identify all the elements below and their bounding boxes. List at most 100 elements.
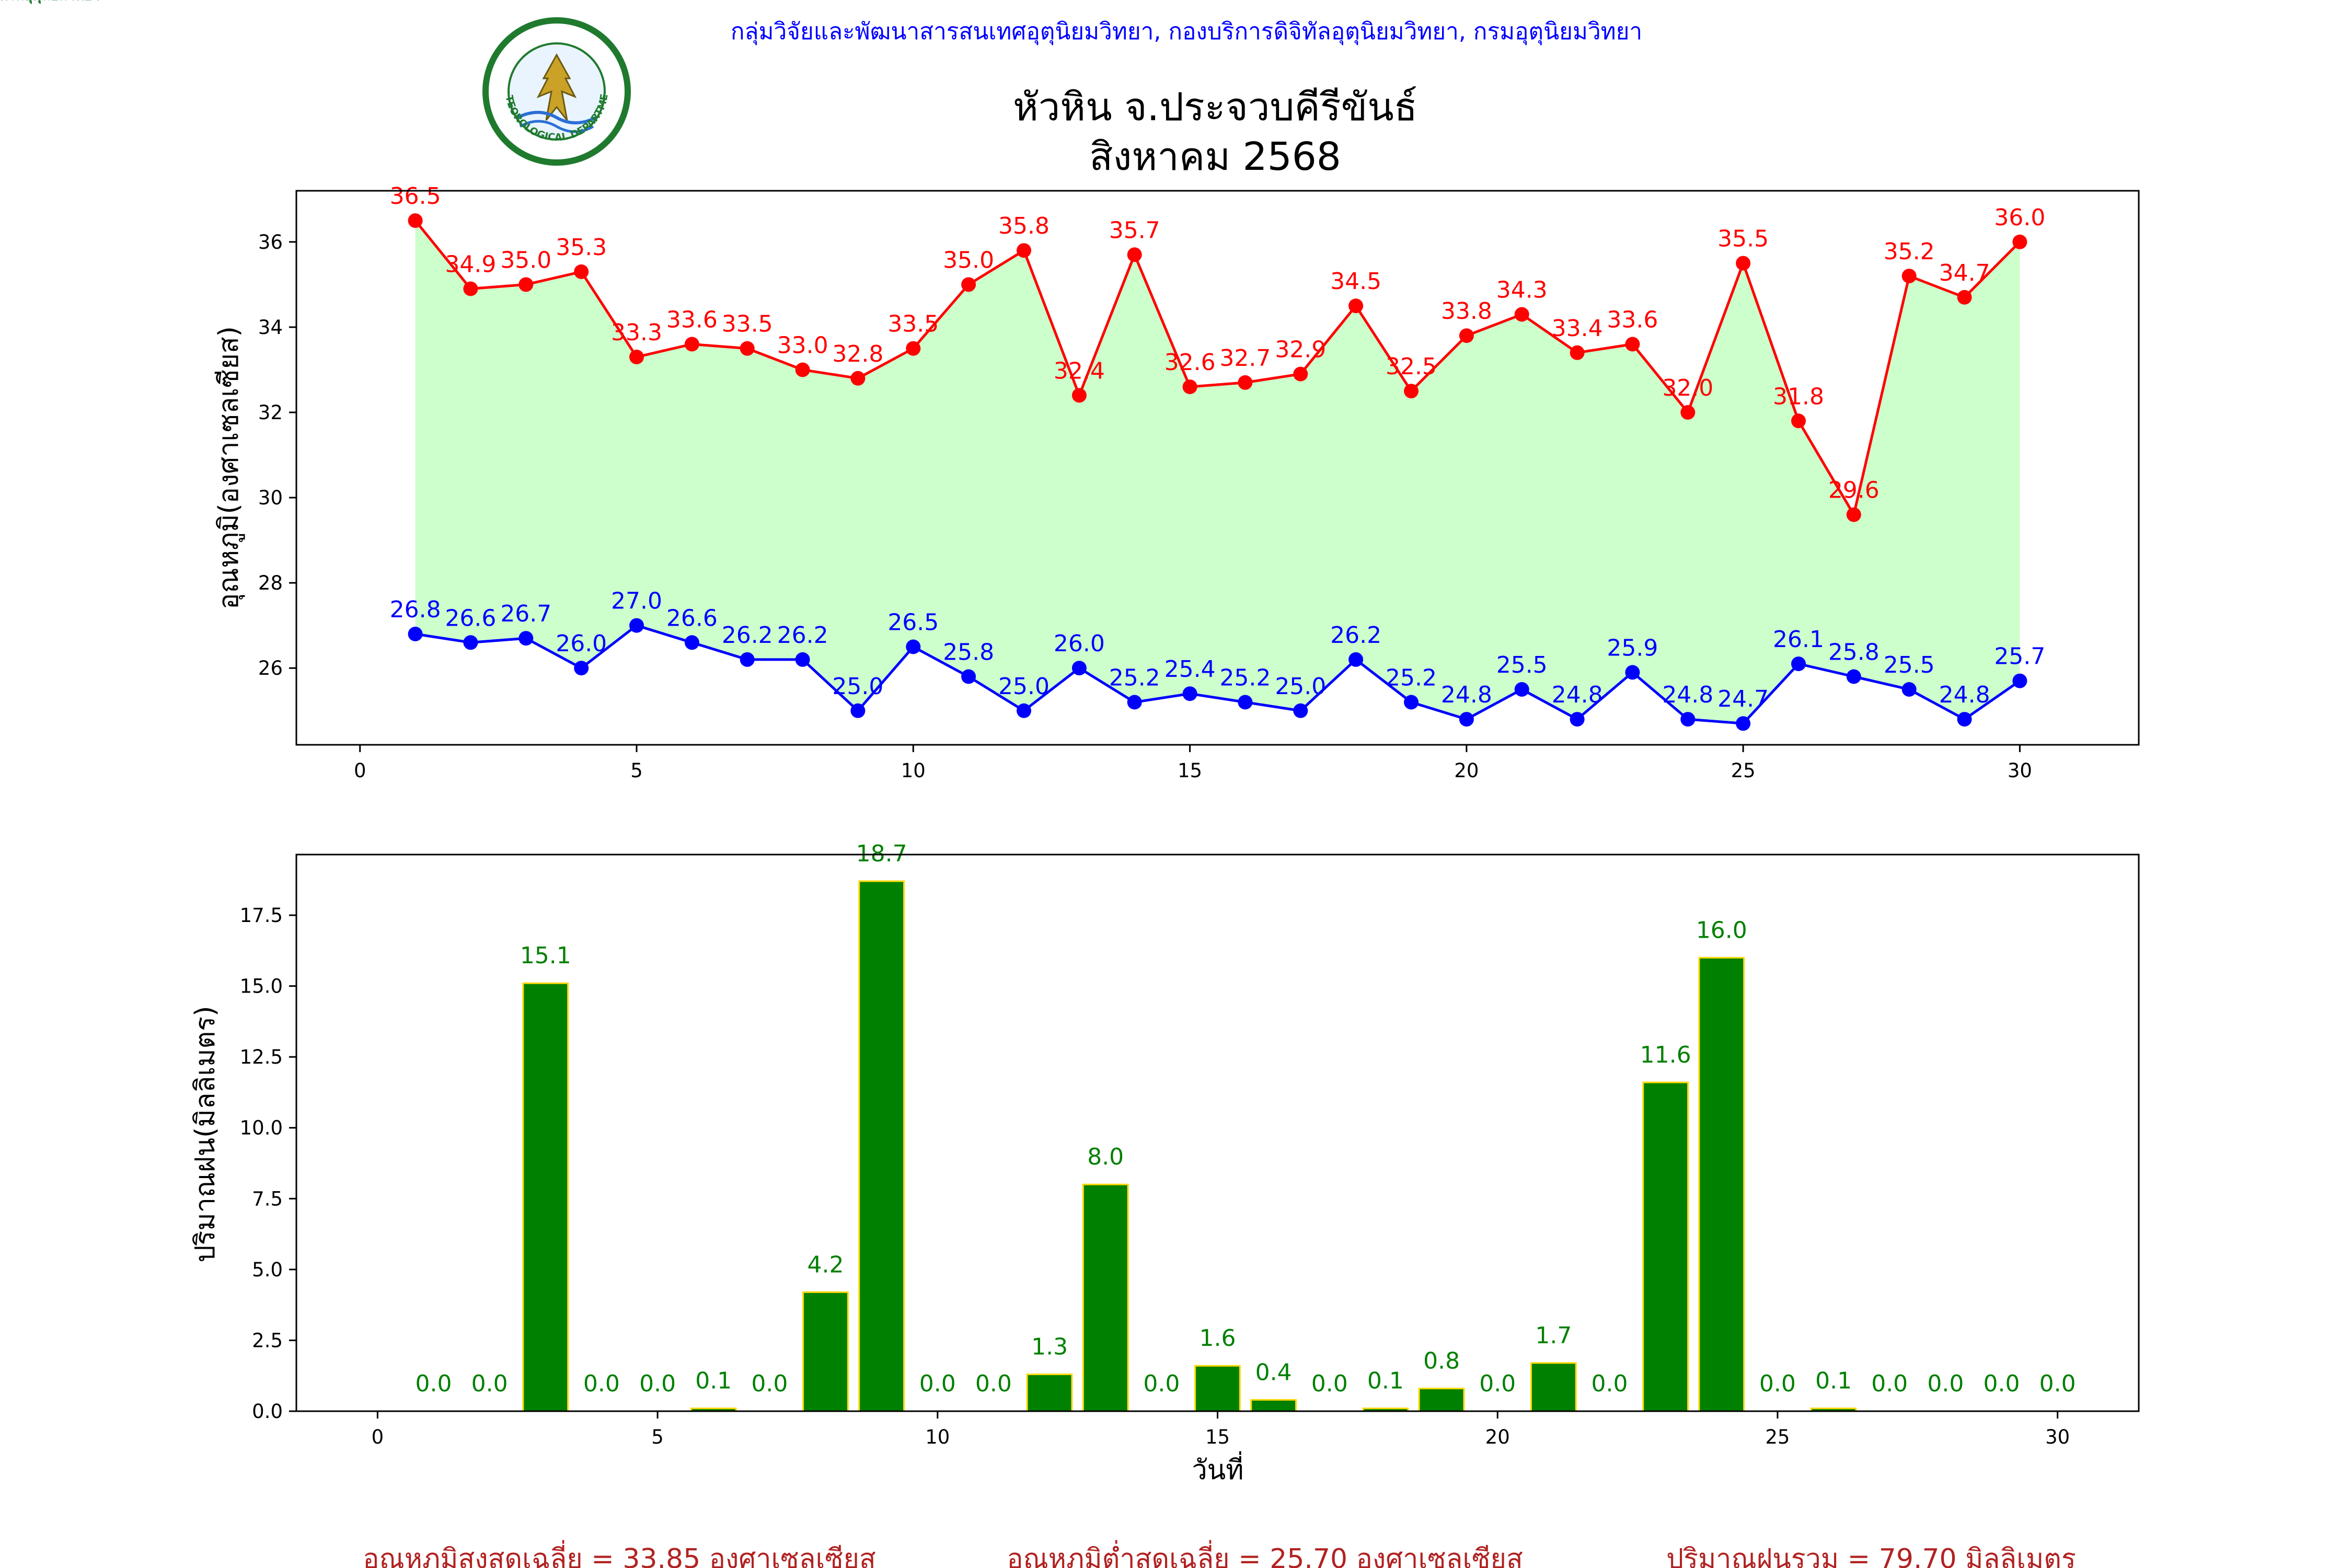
rainfall-bar [802, 1291, 849, 1412]
min-temperature-value-label: 26.1 [1773, 626, 1824, 653]
max-temperature-value-label: 34.5 [1330, 268, 1381, 295]
max-temperature-point [684, 337, 699, 352]
rainfall-value-label: 0.0 [1311, 1370, 1348, 1397]
rainfall-value-label: 1.6 [1200, 1325, 1236, 1352]
max-temperature-value-label: 35.5 [1717, 226, 1769, 252]
chart-title-location: หัวหิน จ.ประจวบคีรีขันธ์ [1013, 85, 1417, 130]
min-temperature-point [1071, 661, 1087, 676]
max-temperature-value-label: 34.3 [1496, 277, 1548, 304]
rainfall-value-label: 0.0 [1592, 1370, 1628, 1397]
rainfall-bar [1194, 1365, 1241, 1412]
min-temperature-point [850, 703, 866, 718]
meteorological-department-logo: กรมอุตุนิยมวิทยา METEOROLOGICAL DEPARTME… [0, 0, 631, 166]
temperature-x-tick-label: 25 [1731, 759, 1756, 782]
min-temperature-value-label: 27.0 [611, 588, 662, 615]
min-temperature-value-label: 25.8 [1828, 639, 1880, 666]
min-temperature-value-label: 26.7 [500, 601, 551, 627]
rainfall-bar [858, 880, 905, 1412]
summary-total-rain: ปริมาณฝนรวม = 79.70 มิลลิเมตร [1666, 1543, 2076, 1568]
rainfall-value-label: 0.0 [416, 1370, 452, 1397]
max-temperature-point [1625, 337, 1640, 352]
temperature-y-tick-label: 28 [258, 572, 283, 594]
rainfall-value-label: 1.7 [1535, 1322, 1572, 1349]
max-temperature-value-label: 34.7 [1939, 260, 1990, 286]
min-temperature-value-label: 24.8 [1662, 682, 1713, 708]
max-temperature-value-label: 32.6 [1165, 349, 1216, 376]
max-temperature-value-label: 36.5 [390, 183, 441, 210]
max-temperature-value-label: 32.7 [1219, 345, 1271, 372]
rainfall-value-label: 1.3 [1031, 1334, 1068, 1361]
max-temperature-point [850, 371, 866, 386]
rainfall-x-tick-label: 20 [1485, 1426, 1510, 1448]
temperature-x-tick-label: 20 [1454, 759, 1479, 782]
min-temperature-value-label: 25.2 [1219, 665, 1271, 691]
min-temperature-value-label: 26.8 [390, 596, 441, 623]
rainfall-x-tick-label: 30 [2045, 1426, 2070, 1448]
max-temperature-value-label: 32.9 [1275, 337, 1326, 363]
min-temperature-point [1625, 665, 1640, 680]
rainfall-value-label: 0.0 [1927, 1370, 1964, 1397]
max-temperature-point [906, 341, 921, 356]
min-temperature-value-label: 26.0 [556, 630, 607, 657]
rainfall-value-label: 0.0 [1759, 1370, 1796, 1397]
summary-avg-max: อุณหภูมิสูงสุดเฉลี่ย = 33.85 องศาเซลเซีย… [363, 1540, 876, 1568]
max-temperature-value-label: 32.0 [1662, 375, 1713, 401]
rainfall-bar [1698, 956, 1745, 1412]
max-temperature-point [1348, 298, 1364, 314]
logo-text-top: กรมอุตุนิยมวิทยา [0, 0, 100, 4]
min-temperature-value-label: 26.2 [722, 622, 773, 649]
rainfall-x-tick-label: 25 [1765, 1426, 1790, 1448]
max-temperature-value-label: 33.6 [1607, 307, 1658, 333]
max-temperature-point [1957, 290, 1972, 305]
rainfall-x-tick-label: 15 [1205, 1426, 1230, 1448]
min-temperature-value-label: 25.9 [1607, 635, 1658, 661]
max-temperature-value-label: 33.5 [722, 311, 773, 338]
min-temperature-point [574, 661, 589, 676]
max-temperature-point [1127, 247, 1142, 262]
rainfall-bar [1642, 1081, 1689, 1412]
rainfall-value-label: 0.0 [919, 1370, 956, 1397]
rainfall-value-label: 0.1 [1367, 1368, 1404, 1394]
max-temperature-value-label: 33.6 [666, 307, 718, 333]
max-temperature-value-label: 33.5 [887, 311, 939, 338]
max-temperature-point [408, 213, 423, 228]
rainfall-y-axis-label: ปริมาณฝน(มิลลิเมตร) [190, 1006, 221, 1262]
min-temperature-value-label: 25.2 [1386, 665, 1437, 691]
rainfall-value-label: 11.6 [1640, 1042, 1691, 1068]
min-temperature-value-label: 24.8 [1939, 682, 1990, 708]
max-temperature-point [1182, 379, 1197, 395]
rainfall-value-label: 15.1 [520, 942, 571, 969]
max-temperature-value-label: 35.8 [998, 213, 1050, 239]
max-temperature-value-label: 33.8 [1441, 298, 1492, 325]
max-temperature-point [1736, 256, 1751, 271]
max-temperature-point [1514, 307, 1529, 322]
rainfall-x-tick-label: 10 [925, 1426, 950, 1448]
rainfall-value-label: 0.0 [1479, 1370, 1516, 1397]
max-temperature-point [518, 277, 534, 292]
rainfall-y-tick-label: 17.5 [240, 904, 283, 927]
summary-avg-min: อุณหภูมิต่ำสุดเฉลี่ย = 25.70 องศาเซลเซีย… [1007, 1540, 1523, 1568]
temperature-x-tick-label: 5 [630, 759, 643, 782]
rainfall-value-label: 0.0 [1143, 1370, 1180, 1397]
rainfall-value-label: 0.0 [583, 1370, 620, 1397]
min-temperature-value-label: 26.2 [1330, 622, 1381, 649]
min-temperature-point [1514, 682, 1529, 697]
temperature-y-tick-label: 30 [258, 487, 283, 509]
max-temperature-point [1901, 269, 1917, 284]
max-temperature-value-label: 35.7 [1109, 217, 1160, 244]
min-temperature-line [415, 624, 2021, 725]
min-temperature-value-label: 25.0 [832, 673, 883, 700]
min-temperature-point [684, 635, 699, 650]
temperature-y-tick-label: 32 [258, 401, 283, 424]
temperature-y-tick-label: 34 [258, 316, 283, 339]
rainfall-y-tick-label: 0.0 [252, 1400, 283, 1423]
max-temperature-value-label: 33.4 [1552, 315, 1603, 342]
min-temperature-point [1017, 703, 1031, 718]
max-temperature-value-label: 32.4 [1054, 358, 1105, 384]
min-temperature-value-label: 24.7 [1717, 686, 1769, 712]
max-temperature-point [961, 277, 976, 292]
min-temperature-value-label: 26.6 [445, 605, 496, 631]
max-temperature-value-label: 36.0 [1994, 204, 2045, 231]
temperature-x-tick-label: 30 [2008, 759, 2032, 782]
max-temperature-value-label: 34.9 [445, 251, 496, 278]
